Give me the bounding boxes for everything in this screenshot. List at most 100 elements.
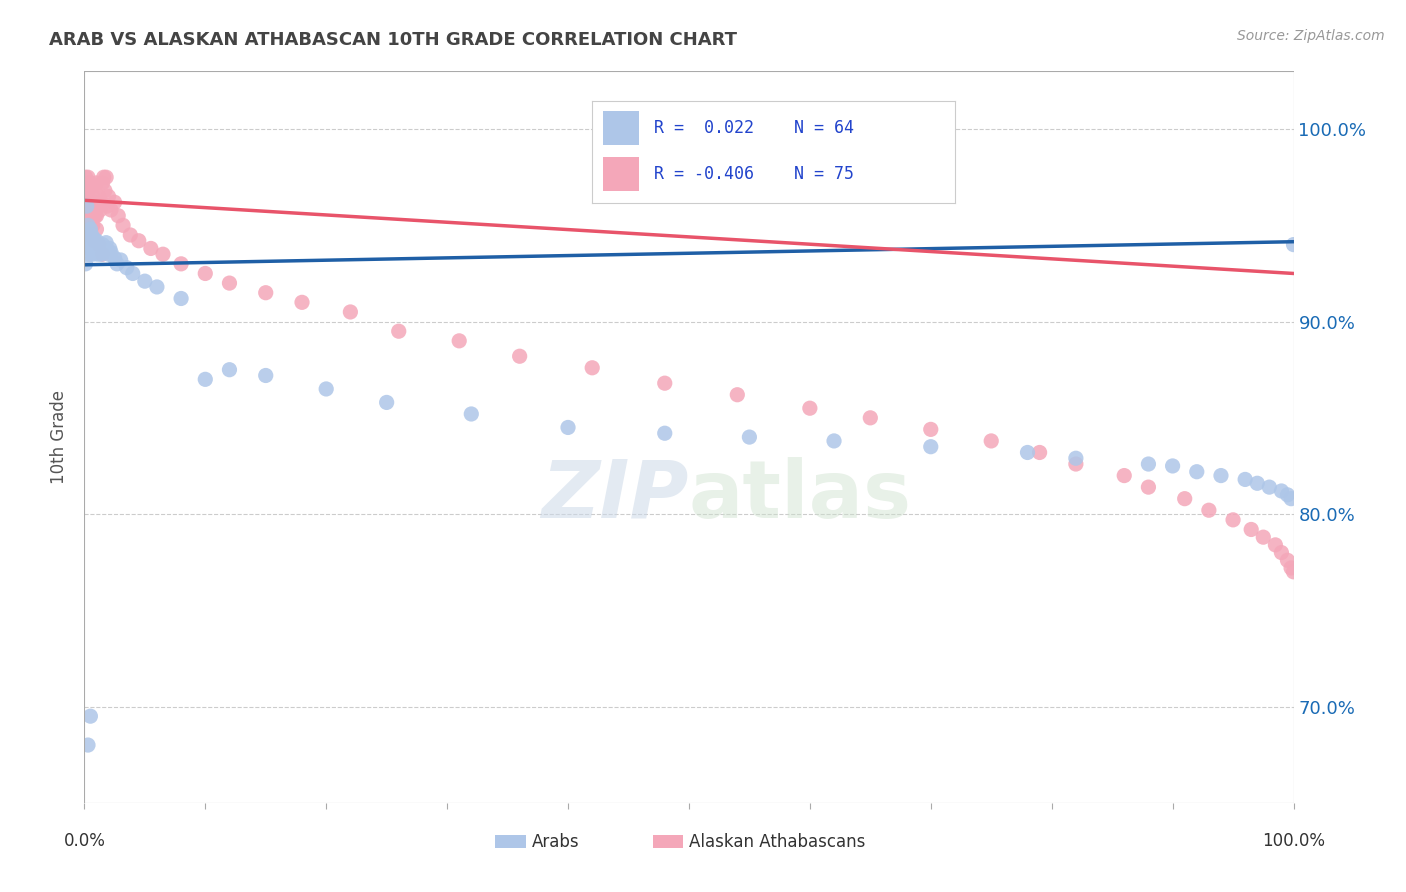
Point	[91, 176, 114, 190]
Point	[91, 247, 114, 261]
Point	[86, 234, 108, 248]
Point	[77, 222, 100, 236]
Point	[1185, 465, 1208, 479]
Point	[104, 195, 127, 210]
Point	[83, 232, 105, 246]
Point	[170, 257, 193, 271]
Point	[1137, 480, 1160, 494]
Point	[218, 362, 240, 376]
Point	[1222, 513, 1244, 527]
Point	[859, 410, 882, 425]
Point	[79, 227, 101, 242]
Point	[86, 247, 108, 261]
Point	[75, 170, 97, 185]
Point	[77, 199, 100, 213]
Point	[86, 209, 108, 223]
Point	[1258, 480, 1281, 494]
Point	[1240, 523, 1263, 537]
Point	[1282, 565, 1305, 579]
Point	[83, 242, 105, 256]
Point	[79, 176, 101, 190]
Point	[82, 247, 104, 261]
Point	[194, 267, 217, 281]
Point	[1064, 451, 1087, 466]
Point	[83, 195, 105, 210]
Point	[1161, 458, 1184, 473]
Point	[121, 267, 143, 281]
Point	[120, 227, 142, 242]
Point	[509, 349, 531, 363]
Y-axis label: 10th Grade: 10th Grade	[51, 390, 69, 484]
Text: 100.0%: 100.0%	[1263, 832, 1324, 850]
Point	[76, 199, 98, 213]
Point	[170, 292, 193, 306]
Point	[1209, 468, 1232, 483]
Point	[654, 426, 676, 441]
Point	[77, 234, 100, 248]
Text: Alaskan Athabascans: Alaskan Athabascans	[689, 832, 865, 851]
Point	[139, 242, 162, 256]
Point	[77, 189, 100, 203]
Text: 0.0%: 0.0%	[63, 832, 105, 850]
Point	[86, 222, 108, 236]
Point	[77, 170, 100, 185]
Point	[84, 199, 107, 213]
Point	[83, 234, 105, 248]
Point	[82, 219, 104, 233]
Point	[97, 189, 120, 203]
Point	[84, 245, 107, 260]
Point	[146, 280, 169, 294]
Point	[77, 219, 100, 233]
Point	[460, 407, 482, 421]
Point	[76, 184, 98, 198]
Point	[980, 434, 1002, 448]
Text: Arabs: Arabs	[531, 832, 579, 851]
FancyBboxPatch shape	[495, 835, 526, 848]
Point	[79, 222, 101, 236]
Point	[1137, 457, 1160, 471]
Point	[254, 285, 277, 300]
Point	[91, 237, 114, 252]
Point	[80, 179, 103, 194]
Point	[449, 334, 471, 348]
Point	[581, 360, 603, 375]
Point	[86, 176, 108, 190]
Point	[110, 252, 132, 267]
Point	[89, 244, 111, 258]
Point	[76, 209, 98, 223]
Point	[87, 189, 110, 203]
Point	[1198, 503, 1220, 517]
Point	[1028, 445, 1050, 459]
Point	[77, 214, 100, 228]
Point	[254, 368, 277, 383]
Point	[1282, 237, 1305, 252]
Point	[100, 202, 122, 217]
Point	[105, 257, 128, 271]
Point	[82, 189, 104, 203]
Point	[134, 274, 156, 288]
Point	[86, 199, 108, 213]
Point	[96, 244, 118, 258]
Point	[79, 709, 101, 723]
Point	[80, 202, 103, 217]
Point	[97, 247, 120, 261]
Point	[77, 247, 100, 261]
Point	[654, 376, 676, 391]
Point	[315, 382, 337, 396]
Point	[100, 245, 122, 260]
Point	[339, 305, 361, 319]
Point	[1253, 530, 1275, 544]
Point	[77, 738, 100, 752]
Point	[75, 257, 97, 271]
Point	[218, 276, 240, 290]
Point	[388, 324, 411, 338]
Point	[799, 401, 821, 416]
Point	[94, 242, 117, 256]
Point	[89, 202, 111, 217]
Point	[80, 242, 103, 256]
Point	[1017, 445, 1039, 459]
Point	[1264, 538, 1286, 552]
Point	[725, 388, 748, 402]
Point	[557, 420, 579, 434]
Text: ARAB VS ALASKAN ATHABASCAN 10TH GRADE CORRELATION CHART: ARAB VS ALASKAN ATHABASCAN 10TH GRADE CO…	[49, 31, 737, 49]
